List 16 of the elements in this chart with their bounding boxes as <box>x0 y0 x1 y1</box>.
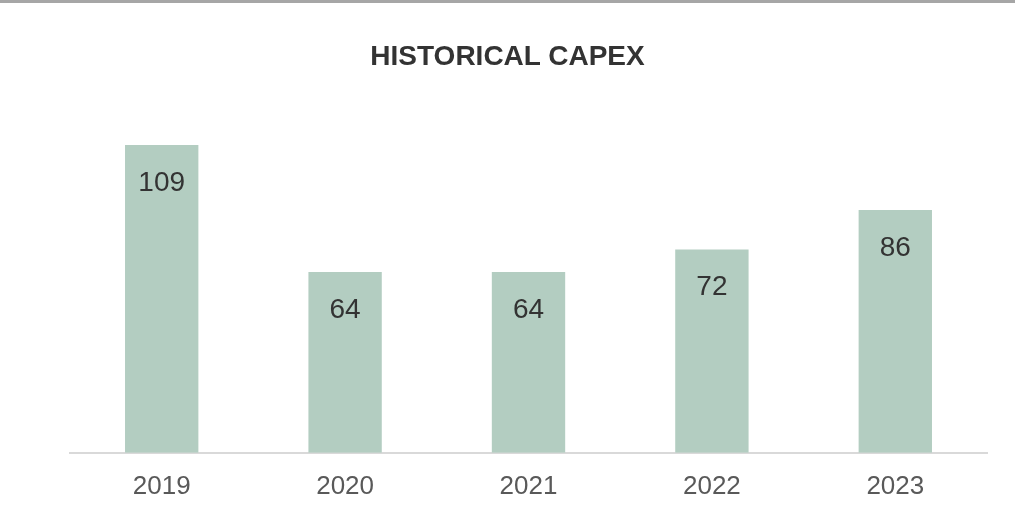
data-label: 72 <box>696 270 728 302</box>
data-label: 86 <box>879 230 911 262</box>
bar <box>491 272 566 453</box>
x-tick-label: 2019 <box>132 469 191 500</box>
x-tick-label: 2023 <box>866 469 925 500</box>
bar <box>308 272 382 453</box>
bar <box>858 209 932 453</box>
bar <box>675 249 749 453</box>
data-label: 109 <box>138 165 186 197</box>
data-label: 64 <box>512 292 545 324</box>
x-tick-label: 2022 <box>682 469 741 500</box>
x-tick-label: 2021 <box>499 469 558 500</box>
x-tick-label: 2020 <box>316 469 375 500</box>
data-label: 64 <box>329 292 361 324</box>
chart-title: HISTORICAL CAPEX <box>369 40 646 72</box>
bar <box>125 145 199 453</box>
